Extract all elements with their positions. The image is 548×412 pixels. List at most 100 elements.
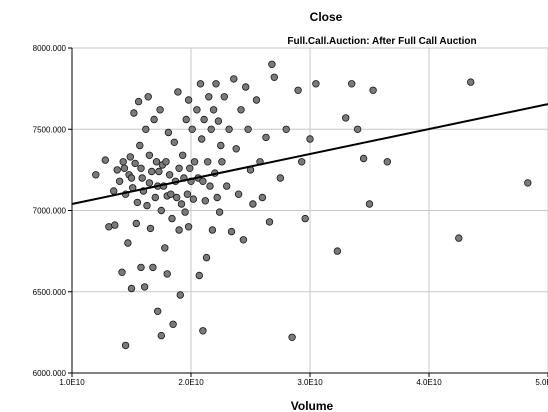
y-tick-labels: 6000.000 6500.000 7000.000 7500.000 8000.000 bbox=[33, 44, 67, 378]
x-tick-label: 4.0E10 bbox=[416, 378, 442, 387]
data-point bbox=[276, 174, 284, 182]
data-point bbox=[369, 86, 377, 94]
data-point bbox=[149, 263, 157, 272]
axes bbox=[68, 47, 548, 377]
data-point bbox=[207, 125, 215, 133]
data-point bbox=[150, 115, 158, 124]
data-point bbox=[188, 125, 196, 133]
data-point bbox=[153, 307, 162, 315]
data-point bbox=[92, 171, 100, 179]
data-point bbox=[199, 177, 207, 185]
data-point bbox=[288, 333, 296, 341]
data-point bbox=[175, 164, 183, 172]
data-point bbox=[212, 80, 220, 88]
data-point bbox=[383, 158, 391, 166]
data-point bbox=[239, 236, 248, 244]
data-point bbox=[208, 226, 217, 234]
data-point bbox=[222, 182, 231, 190]
data-point bbox=[203, 158, 212, 166]
data-point bbox=[182, 115, 190, 124]
data-point bbox=[161, 244, 169, 252]
data-point bbox=[133, 198, 142, 207]
data-points bbox=[92, 60, 532, 350]
data-point bbox=[205, 93, 213, 101]
data-point bbox=[177, 200, 186, 208]
data-point bbox=[342, 114, 350, 122]
data-point bbox=[524, 179, 532, 187]
data-point bbox=[252, 96, 261, 104]
data-point bbox=[157, 331, 165, 340]
data-point bbox=[140, 283, 149, 291]
data-point bbox=[196, 80, 205, 88]
data-point bbox=[197, 135, 206, 143]
data-point bbox=[230, 75, 238, 83]
chart-subtitle: Full.Call.Auction: After Full Call Aucti… bbox=[287, 36, 476, 47]
data-point bbox=[109, 187, 118, 195]
data-point bbox=[176, 291, 184, 299]
data-point bbox=[455, 234, 463, 242]
data-point bbox=[137, 263, 145, 272]
data-point bbox=[147, 167, 156, 176]
data-point bbox=[101, 156, 109, 164]
data-point bbox=[215, 208, 224, 216]
data-point bbox=[195, 271, 203, 280]
data-point bbox=[118, 268, 126, 276]
data-point bbox=[306, 135, 314, 143]
data-point bbox=[169, 320, 177, 328]
chart-title: Close bbox=[310, 10, 343, 24]
data-point bbox=[282, 125, 290, 133]
data-point bbox=[146, 224, 155, 233]
data-point bbox=[127, 174, 136, 182]
data-point bbox=[164, 128, 173, 137]
fit-line bbox=[71, 103, 548, 205]
data-point bbox=[131, 159, 139, 168]
data-point bbox=[172, 193, 181, 202]
data-point bbox=[232, 145, 240, 153]
data-point bbox=[175, 226, 183, 234]
data-point bbox=[170, 138, 178, 146]
data-point bbox=[132, 219, 140, 228]
data-point bbox=[181, 208, 189, 216]
data-point bbox=[201, 197, 209, 205]
data-point bbox=[115, 177, 124, 185]
data-point bbox=[353, 125, 362, 133]
data-point bbox=[130, 109, 138, 117]
data-point bbox=[467, 78, 475, 86]
data-point bbox=[162, 158, 170, 166]
data-point bbox=[186, 164, 194, 172]
y-tick-label: 8000.000 bbox=[33, 44, 67, 53]
data-point bbox=[193, 106, 201, 114]
data-point bbox=[120, 164, 129, 172]
data-point bbox=[184, 96, 193, 104]
data-point bbox=[359, 154, 368, 163]
y-tick-label: 6000.000 bbox=[33, 369, 67, 378]
data-point bbox=[137, 164, 145, 172]
data-point bbox=[220, 93, 228, 101]
data-point bbox=[111, 221, 119, 229]
data-point bbox=[213, 193, 221, 202]
grid-lines bbox=[72, 47, 548, 373]
data-point bbox=[138, 174, 146, 182]
data-point bbox=[200, 115, 208, 124]
data-point bbox=[262, 133, 270, 142]
data-point bbox=[142, 125, 150, 133]
data-point bbox=[163, 270, 171, 278]
data-point bbox=[249, 200, 257, 208]
data-point bbox=[217, 141, 225, 150]
data-point bbox=[214, 117, 223, 125]
x-tick-label: 3.0E10 bbox=[297, 378, 323, 387]
data-point bbox=[145, 179, 154, 187]
data-point bbox=[225, 125, 233, 133]
data-point bbox=[209, 106, 218, 114]
data-point bbox=[127, 284, 136, 293]
data-point bbox=[183, 190, 192, 198]
data-point bbox=[199, 327, 207, 335]
data-point bbox=[144, 93, 152, 101]
y-tick-label: 7500.000 bbox=[33, 125, 67, 134]
data-point bbox=[143, 201, 151, 210]
data-point bbox=[136, 141, 144, 150]
data-point bbox=[227, 227, 236, 236]
data-point bbox=[265, 218, 274, 226]
data-point bbox=[268, 60, 276, 69]
data-point bbox=[333, 247, 342, 255]
